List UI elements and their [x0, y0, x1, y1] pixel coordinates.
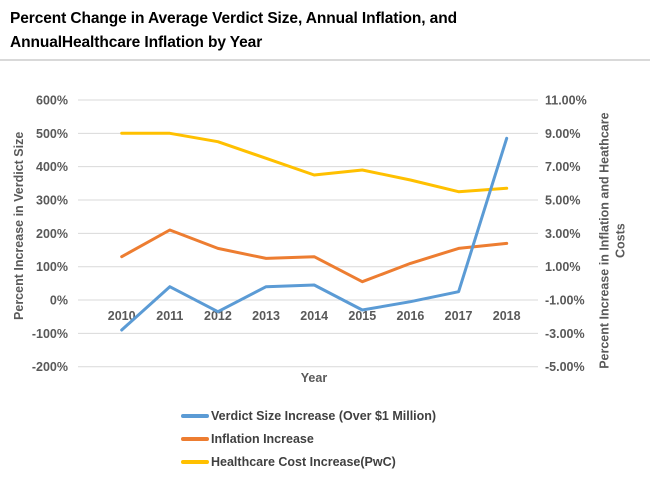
legend-swatch-inflation [181, 437, 209, 441]
x-axis-tick-label: 2012 [204, 309, 232, 323]
y-axis-left-tick-label: -100% [32, 327, 68, 341]
y-axis-right-tick-label: -3.00% [545, 327, 585, 341]
y-axis-right-tick-label: 9.00% [545, 127, 580, 141]
y-axis-right-tick-label: -5.00% [545, 360, 585, 374]
y-axis-right-title-line2: Costs [613, 223, 627, 258]
y-axis-left-tick-label: 200% [36, 227, 68, 241]
x-axis-tick-label: 2015 [348, 309, 376, 323]
y-axis-left-tick-label: -200% [32, 360, 68, 374]
legend: Verdict Size Increase (Over $1 Million) … [181, 409, 436, 469]
legend-label-healthcare: Healthcare Cost Increase(PwC) [211, 455, 396, 469]
legend-item-verdict-size: Verdict Size Increase (Over $1 Million) [181, 409, 436, 423]
legend-swatch-verdict-size [181, 414, 209, 418]
x-axis-tick-label: 2018 [493, 309, 521, 323]
title-divider [0, 59, 650, 61]
x-axis-tick-label: 2011 [156, 309, 183, 323]
y-axis-right-tick-label: 1.00% [545, 260, 580, 274]
y-axis-right-title-line1: Percent Increase in Inflation and Heathc… [597, 112, 612, 369]
chart-title: Percent Change in Average Verdict Size, … [10, 7, 640, 55]
legend-label-inflation: Inflation Increase [211, 432, 314, 446]
x-axis-title: Year [300, 371, 328, 385]
series-line-inflation-increase [120, 228, 509, 284]
y-axis-left-tick-label: 400% [36, 160, 68, 174]
legend-item-inflation: Inflation Increase [181, 432, 436, 446]
x-axis-tick-label: 2014 [300, 309, 328, 323]
legend-label-verdict-size: Verdict Size Increase (Over $1 Million) [211, 409, 437, 423]
x-axis-tick-label: 2013 [252, 309, 280, 323]
y-axis-left-tick-label: 100% [36, 260, 68, 274]
x-axis-tick-label: 2017 [445, 309, 473, 323]
series-line-healthcare-cost-increase-pwc [120, 131, 509, 194]
y-axis-right-tick-label: 11.00% [545, 94, 587, 108]
y-axis-left-tick-label: 600% [36, 94, 68, 108]
chart-title-line1: Percent Change in Average Verdict Size, … [10, 10, 457, 27]
y-axis-left-tick-label: 0% [50, 294, 68, 308]
y-axis-right-tick-label: -1.00% [545, 294, 585, 308]
y-axis-right-title: Percent Increase in Inflation and Heathc… [597, 76, 628, 406]
y-axis-left-tick-label: 500% [36, 127, 68, 141]
y-axis-right-tick-label: 7.00% [545, 160, 580, 174]
y-axis-right-tick-label: 3.00% [545, 227, 580, 241]
x-axis-tick-label: 2010 [108, 309, 136, 323]
y-axis-right-tick-label: 5.00% [545, 194, 580, 208]
series-line-verdict-size-increase-over-1-million [120, 136, 509, 332]
y-axis-left-tick-label: 300% [36, 194, 68, 208]
x-axis-tick-label: 2016 [397, 309, 425, 323]
legend-swatch-healthcare [181, 460, 209, 464]
chart-title-line2: AnnualHealthcare Inflation by Year [10, 34, 263, 52]
legend-item-healthcare: Healthcare Cost Increase(PwC) [181, 455, 436, 469]
y-axis-left-title: Percent Increase in Verdict Size [12, 131, 27, 320]
